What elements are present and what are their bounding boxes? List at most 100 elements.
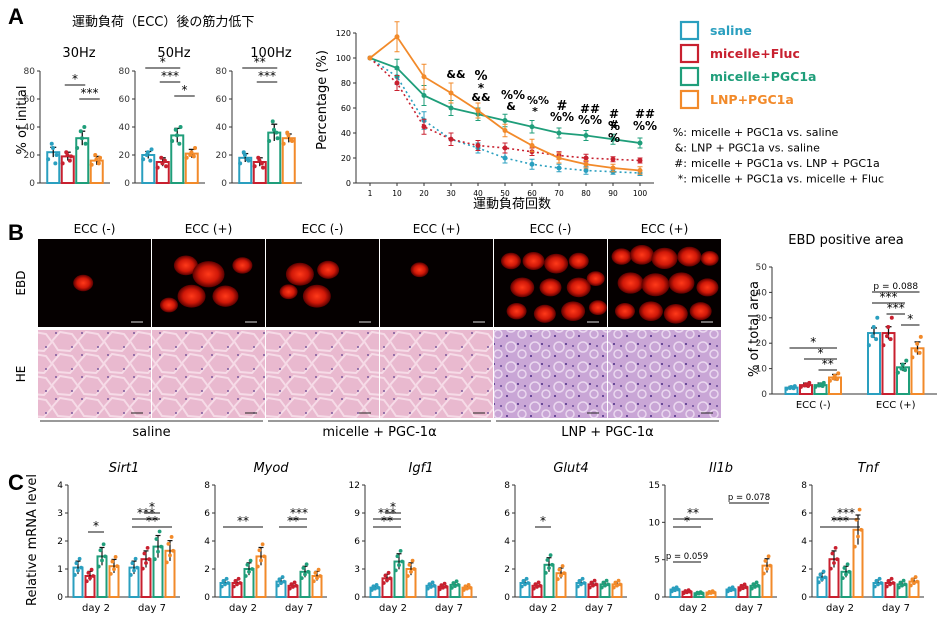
ebd-sig-label: **: [822, 357, 834, 371]
ebd-bar-point: [791, 386, 796, 391]
panel-a-subplot-title: 100Hz: [250, 46, 292, 61]
gene-group-label: day 7: [138, 603, 166, 614]
panel-a-30Hz-point: [83, 141, 88, 146]
ebd-bar-point: [888, 337, 893, 342]
gene-group-label: day 7: [435, 603, 463, 614]
line-annotation: ##: [580, 102, 600, 116]
line-series-fluc: [369, 57, 641, 162]
gene-point: [466, 582, 471, 587]
line-point-lnp: [448, 90, 454, 96]
gene-title: Il1b: [709, 461, 733, 476]
ebd-stain: [285, 262, 314, 286]
ebd-sig-label: *: [907, 312, 913, 326]
panel-a-50Hz-point: [155, 165, 160, 170]
ebd-bar-point: [895, 370, 900, 375]
gene-point: [154, 537, 159, 541]
gene-point: [98, 548, 103, 553]
gene-point: [164, 560, 169, 565]
line-ytick-label: 80: [341, 79, 351, 88]
gene-point: [133, 556, 138, 561]
gene-point: [828, 566, 833, 571]
gene-point: [886, 579, 891, 583]
ebd-bar-point: [821, 380, 826, 385]
panel-a-sig-label: **: [254, 55, 266, 69]
panel-a-100Hz-ytick-label: 20: [216, 151, 228, 161]
gene-point: [545, 558, 550, 562]
gene-point: [275, 583, 280, 588]
gene-group-label: day 2: [82, 603, 110, 614]
ebd-bar-point: [788, 385, 792, 390]
line-point-pgc1a: [529, 124, 535, 130]
panel-a-50Hz-point: [159, 155, 164, 160]
legend-swatch-lnp: [679, 89, 700, 110]
line-point-fluc: [610, 156, 616, 162]
gene-point: [245, 562, 250, 567]
gene-point: [152, 557, 157, 562]
gene-ytick-label: 10: [649, 518, 661, 528]
panel-a-letter: A: [8, 4, 24, 29]
ebd-bar-point: [903, 367, 908, 372]
gene-title: Tnf: [858, 461, 881, 476]
ebd-stain: [73, 274, 94, 292]
panel-a-30Hz-point: [94, 157, 99, 162]
gene-point: [840, 576, 845, 580]
ebd-bar-point: [917, 350, 922, 355]
panel-a-50Hz-point: [191, 154, 196, 159]
panel-a-50Hz-ytick-label: 40: [119, 123, 131, 133]
gene-point: [700, 591, 705, 596]
gene-ytick-label: 1: [57, 565, 63, 575]
panel-a-50Hz-point: [144, 153, 149, 157]
panel-b: ECC (-) ECC (+) ECC (-) ECC (+) ECC (-) ECC (…: [14, 222, 937, 440]
panel-b-group-label: LNP + PGC-1α: [561, 425, 654, 440]
ebd-bar-point: [802, 383, 807, 388]
gene-point: [89, 567, 94, 572]
gene-point: [72, 573, 77, 577]
line-xtick-label: 60: [527, 189, 537, 198]
ebd-bar-point: [806, 383, 811, 388]
gene-point: [259, 558, 263, 563]
gene-point: [168, 553, 172, 558]
line-point-lnp: [421, 74, 427, 80]
ebd-sig-label: *: [810, 335, 816, 349]
gene-group-label: day 7: [285, 603, 313, 614]
ebd-bar-ytick-label: 30: [756, 314, 768, 324]
ebd-sig-label: *: [818, 346, 824, 360]
line-annotation: %: [608, 119, 620, 133]
panel-a-50Hz-point: [162, 158, 167, 163]
gene-ytick-label: 2: [504, 565, 510, 575]
gene-point: [751, 582, 756, 587]
panel-a-30Hz-point: [54, 153, 59, 157]
line-ytick-label: 40: [341, 129, 351, 138]
gene-title: Myod: [253, 461, 289, 476]
panel-a-title: 運動負荷（ECC）後の筋力低下: [72, 14, 254, 30]
legend-swatch-saline: [679, 20, 700, 41]
gene-sig-label: *: [390, 500, 396, 514]
line-point-lnp: [367, 55, 373, 61]
ebd-bar-bar: [910, 347, 925, 395]
ebd-bar-point: [885, 334, 889, 339]
line-xtick-label: 30: [446, 189, 456, 198]
panel-b-col-label: ECC (+): [641, 222, 689, 236]
gene-point: [535, 585, 539, 589]
panel-a-50Hz-point: [173, 127, 178, 132]
he-image: [266, 330, 379, 418]
gene-sig-label: *: [149, 500, 155, 514]
gene-point: [303, 572, 307, 577]
line-annotation: #: [609, 107, 619, 121]
ebd-stain: [302, 284, 331, 308]
gene-point: [291, 585, 295, 589]
panel-a-30Hz-ytick-label: 20: [24, 151, 36, 161]
ebd-bar-point: [784, 386, 789, 391]
line-point-pgc1a: [502, 118, 508, 123]
line-annotation: %%: [527, 94, 549, 107]
gene-point: [385, 578, 389, 583]
ebd-stain: [611, 248, 632, 265]
panel-a-30Hz-ytick-label: 60: [24, 95, 36, 105]
line-xtick-label: 40: [473, 189, 483, 198]
gene-ytick-label: 3: [354, 565, 360, 575]
ebd-stain: [159, 297, 178, 313]
line-ytick-label: 120: [336, 29, 351, 38]
panel-a-30Hz-point: [53, 161, 58, 166]
gene-ytick-label: 8: [504, 481, 510, 491]
gene-point: [140, 566, 145, 571]
